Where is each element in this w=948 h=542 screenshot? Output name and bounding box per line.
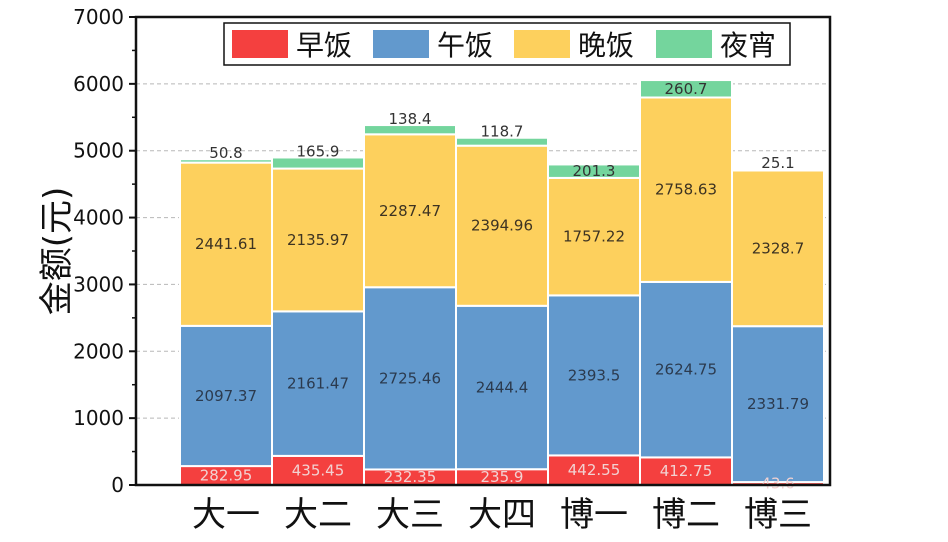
x-tick-label: 大二 [284,495,352,535]
x-tick-label: 大三 [376,495,444,535]
axes: 01000200030004000500060007000大一 大二 大三 大四 博一博… [73,5,812,535]
legend-swatch [656,30,712,58]
bar-segment [271,310,365,457]
data-label: 2097.37 [195,387,257,405]
data-label: 260.7 [665,80,708,98]
bar-segment [639,456,733,487]
data-label: 2444.4 [476,379,529,397]
x-tick-label: 博一 [560,495,628,535]
legend-swatch [514,30,570,58]
bars [179,79,825,487]
bar-segment [271,167,365,313]
data-label: 201.3 [573,162,616,180]
y-tick-label: 4000 [73,206,124,230]
x-tick-label: 博三 [744,495,812,535]
data-label: 2725.46 [379,369,441,387]
bar-segment [179,161,273,327]
bar-segment [731,167,825,172]
legend-label: 早饭 [296,29,352,62]
legend-label: 午饭 [437,29,493,62]
bar-segment [547,454,641,487]
bar-segment [363,133,457,289]
bar-segment [455,136,549,147]
data-label: 2394.96 [471,217,533,235]
y-tick-label: 3000 [73,272,124,296]
x-tick-label: 大四 [468,495,536,535]
legend-swatch [373,30,429,58]
bar-segment [547,294,641,457]
data-label: 2393.5 [568,366,621,384]
bar-segment [639,96,733,283]
data-label: 435.45 [292,461,345,479]
data-label: 2758.63 [655,181,717,199]
y-tick-label: 2000 [73,339,124,363]
data-labels: 282.95 2097.37 2441.61 50.8 435.45 2161.47 213… [195,80,809,493]
data-label: 282.95 [200,467,253,485]
data-label: 412.75 [660,462,713,480]
legend-swatch [232,30,288,58]
data-label: 2328.7 [752,239,805,257]
data-label: 118.7 [481,123,524,141]
data-label: 232.35 [384,468,437,486]
data-label: 138.4 [389,110,432,128]
y-tick-label: 5000 [73,139,124,163]
legend: 早饭 午饭 晚饭 夜宵 [223,22,791,66]
data-label: 165.9 [297,142,340,160]
y-tick-label: 6000 [73,72,124,96]
data-label: 2161.47 [287,375,349,393]
data-label: 43.6 [761,475,794,493]
bar-segment [179,324,273,468]
data-label: 2287.47 [379,202,441,220]
data-label: 25.1 [761,154,794,172]
x-tick-label: 大一 [192,495,260,535]
data-label: 50.8 [209,144,242,162]
bar-segment [639,280,733,459]
legend-label: 夜宵 [720,29,776,62]
legend-label: 晚饭 [578,29,634,62]
bar-segment [363,124,457,136]
y-axis-label: 金额(元) [37,187,77,316]
x-tick-label: 博二 [652,495,720,535]
y-tick-label: 1000 [73,406,124,430]
bar-segment [731,325,825,484]
data-label: 2135.97 [287,231,349,249]
data-label: 2441.61 [195,235,257,253]
bar-segment [639,79,733,99]
data-label: 235.9 [481,468,524,486]
data-label: 2331.79 [747,395,809,413]
bar-segment [455,304,549,471]
data-label: 2624.75 [655,361,717,379]
y-tick-label: 0 [111,473,124,497]
y-tick-label: 7000 [73,5,124,29]
data-label: 1757.22 [563,228,625,246]
data-label: 442.55 [568,461,621,479]
